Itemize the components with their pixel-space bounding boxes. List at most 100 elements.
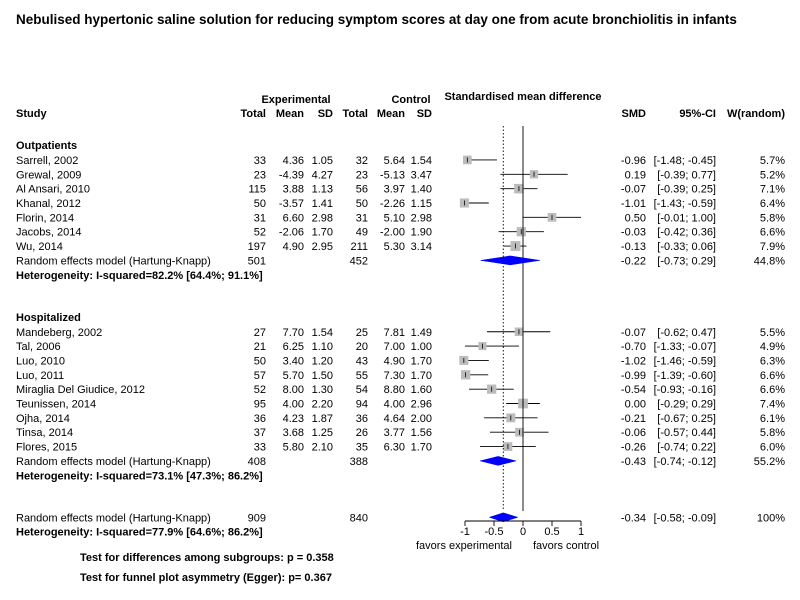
ctrl-total: 32 (356, 155, 368, 167)
ctrl-sd: 1.00 (411, 341, 432, 353)
table-row: Flores, 2015 33 5.80 2.10 35 6.30 1.70 -0.26 [-0… (16, 442, 785, 454)
ctrl-mean: 5.64 (384, 155, 405, 167)
ci-value: [-0.29; 0.29] (657, 399, 716, 411)
x-tick-label: 0 (520, 526, 526, 538)
weight-value: 7.1% (760, 184, 785, 196)
weight-value: 5.5% (760, 327, 785, 339)
table-row: Khanal, 2012 50 -3.57 1.41 50 -2.26 1.15 -1.01 [… (16, 198, 785, 210)
ctrl-sd: 1.54 (411, 155, 432, 167)
study-name: Mandeberg, 2002 (16, 327, 102, 339)
ci-value: [-0.01; 1.00] (657, 212, 716, 224)
exp-total: 50 (254, 355, 266, 367)
ctrl-sd: 1.60 (411, 384, 432, 396)
overall-heterogeneity: Heterogeneity: I-squared=77.9% [64.6%; 8… (16, 527, 263, 539)
x-tick-label: -1 (460, 526, 470, 538)
exp-sd: 1.50 (312, 370, 333, 382)
weight-value: 6.6% (760, 227, 785, 239)
study-name: Flores, 2015 (16, 442, 77, 454)
ctrl-sd: 1.70 (411, 442, 432, 454)
table-row: Ojha, 2014 36 4.23 1.87 36 4.64 2.00 -0.21 [-0.6… (16, 413, 785, 425)
x-axis: -1 -0.5 0 0.5 1 favors experimental favors con… (416, 520, 599, 552)
subgroup-test-note: Test for differences among subgroups: p … (80, 552, 334, 564)
exp-total: 50 (254, 198, 266, 210)
ctrl-mean: 4.00 (384, 399, 405, 411)
smd-value: -1.02 (621, 355, 646, 367)
weight-value: 6.1% (760, 413, 785, 425)
pooled-label: Random effects model (Hartung-Knapp) (16, 512, 211, 524)
smd-value: -0.70 (621, 341, 646, 353)
ctrl-mean: 7.00 (384, 341, 405, 353)
ctrl-mean: 7.81 (384, 327, 405, 339)
exp-sd: 1.13 (312, 184, 333, 196)
ctrl-mean: 8.80 (384, 384, 405, 396)
ctrl-total: 23 (356, 169, 368, 181)
pooled-ctrl-total: 388 (350, 456, 368, 468)
exp-total: 115 (248, 184, 266, 196)
ctrl-total: 36 (356, 413, 368, 425)
ctrl-sd: 1.40 (411, 184, 432, 196)
header-ci: 95%-CI (679, 108, 716, 120)
ci-value: [-0.39; 0.25] (657, 184, 716, 196)
table-row: Teunissen, 2014 95 4.00 2.20 94 4.00 2.96 0.00 [… (16, 399, 785, 411)
ctrl-total: 50 (356, 198, 368, 210)
ci-value: [-0.42; 0.36] (657, 227, 716, 239)
exp-total: 95 (254, 399, 266, 411)
weight-value: 6.6% (760, 370, 785, 382)
subgroup-title: Outpatients (16, 140, 77, 152)
ctrl-sd: 1.70 (411, 370, 432, 382)
exp-total: 23 (254, 169, 266, 181)
smd-value: -0.13 (621, 241, 646, 253)
exp-mean: 4.00 (283, 399, 304, 411)
smd-value: 0.00 (625, 399, 646, 411)
header-smd: SMD (622, 108, 647, 120)
x-tick-label: -0.5 (485, 526, 504, 538)
table-row: Luo, 2011 57 5.70 1.50 55 7.30 1.70 -0.99 [-1.39… (16, 370, 785, 382)
smd-value: -0.03 (621, 227, 646, 239)
x-tick-label: 0.5 (544, 526, 559, 538)
ci-value: [-0.33; 0.06] (657, 241, 716, 253)
smd-value: 0.19 (625, 169, 646, 181)
exp-total: 21 (254, 341, 266, 353)
ctrl-mean: 7.30 (384, 370, 405, 382)
study-name: Luo, 2011 (16, 370, 64, 382)
exp-total: 57 (254, 370, 266, 382)
ctrl-total: 55 (356, 370, 368, 382)
pooled-diamond (480, 456, 517, 466)
pooled-weight: 100% (757, 512, 785, 524)
ctrl-sd: 1.70 (411, 355, 432, 367)
ctrl-mean: 5.10 (384, 212, 405, 224)
exp-mean: -4.39 (279, 169, 304, 181)
table-row: Grewal, 2009 23 -4.39 4.27 23 -5.13 3.47 0.19 [-… (16, 169, 785, 181)
pooled-label: Random effects model (Hartung-Knapp) (16, 456, 211, 468)
header-study: Study (16, 108, 47, 120)
table-row: Luo, 2010 50 3.40 1.20 43 4.90 1.70 -1.02 [-1.46… (16, 355, 785, 367)
chart-title: Nebulised hypertonic saline solution for… (16, 12, 737, 27)
smd-value: -0.06 (621, 427, 646, 439)
pooled-ctrl-total: 840 (350, 512, 368, 524)
ctrl-sd: 1.90 (411, 227, 432, 239)
study-name: Florin, 2014 (16, 212, 74, 224)
table-row: Sarrell, 2002 33 4.36 1.05 32 5.64 1.54 -0.96 [-… (16, 155, 785, 167)
smd-value: -0.99 (621, 370, 646, 382)
pooled-smd: -0.43 (621, 456, 646, 468)
pooled-ctrl-total: 452 (350, 255, 368, 267)
ctrl-mean: 4.64 (384, 413, 405, 425)
exp-total: 27 (254, 327, 266, 339)
header-smd-group: Standardised mean difference (444, 91, 601, 103)
ctrl-total: 35 (356, 442, 368, 454)
exp-sd: 1.87 (312, 413, 333, 425)
weight-value: 6.0% (760, 442, 785, 454)
ctrl-mean: 5.30 (384, 241, 405, 253)
pooled-ci: [-0.74; -0.12] (654, 456, 716, 468)
weight-value: 5.2% (760, 169, 785, 181)
ctrl-total: 31 (356, 212, 368, 224)
study-name: Teunissen, 2014 (16, 399, 96, 411)
ctrl-mean: -2.00 (380, 227, 405, 239)
ctrl-mean: 3.97 (384, 184, 405, 196)
ci-value: [-1.39; -0.60] (654, 370, 716, 382)
subgroup-pooled-row: Random effects model (Hartung-Knapp) 501 4… (16, 255, 785, 267)
ci-value: [-0.57; 0.44] (657, 427, 716, 439)
table-row: Mandeberg, 2002 27 7.70 1.54 25 7.81 1.49 -0.07… (16, 327, 785, 339)
header-ctrl-total: Total (343, 108, 368, 120)
